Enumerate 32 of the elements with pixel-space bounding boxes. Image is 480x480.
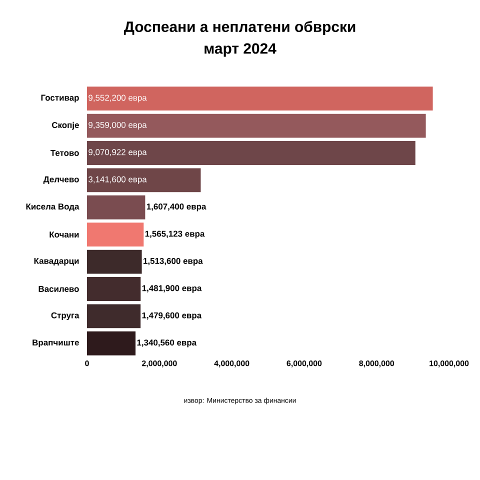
data-label: 1,479,600 евра	[142, 312, 202, 320]
y-tick-label: Врапчиште	[32, 340, 79, 348]
y-tick-label: Струга	[51, 312, 80, 320]
bar	[87, 168, 201, 192]
y-tick-label: Тетово	[50, 150, 79, 156]
data-label: 9,070,922 евра	[88, 149, 147, 157]
bar	[87, 277, 141, 301]
y-tick-label: Скопје	[52, 122, 79, 130]
data-label: 1,513,600 евра	[144, 258, 203, 266]
y-tick-label: Гостивар	[41, 94, 79, 102]
data-label: 1,481,900 евра	[142, 285, 202, 293]
bar	[87, 86, 433, 111]
y-tick-label: Кочани	[50, 232, 79, 238]
chart-subtitle: март 2024	[204, 43, 276, 57]
bar	[87, 222, 144, 247]
data-label: 1,340,560 евра	[137, 340, 197, 348]
data-label: 1,607,400 евра	[146, 204, 206, 212]
y-tick-label: Делчево	[43, 176, 79, 184]
data-label: 9,552,200 евра	[88, 94, 147, 102]
bar	[87, 195, 146, 220]
data-label: 9,359,000 евра	[88, 122, 147, 130]
data-label: 3,141,600 евра	[88, 176, 147, 184]
chart-title: Доспеани а неплатени обврски	[124, 20, 356, 36]
y-tick-label: Василево	[38, 286, 79, 292]
y-tick-label: Кавадарци	[34, 258, 79, 266]
data-label: 1,565,123 евра	[145, 230, 205, 238]
bar	[87, 250, 142, 274]
bar	[87, 331, 136, 356]
bar	[87, 304, 141, 328]
bar	[87, 114, 426, 138]
bar	[87, 141, 416, 165]
y-tick-label: Кисела Вода	[26, 204, 80, 212]
